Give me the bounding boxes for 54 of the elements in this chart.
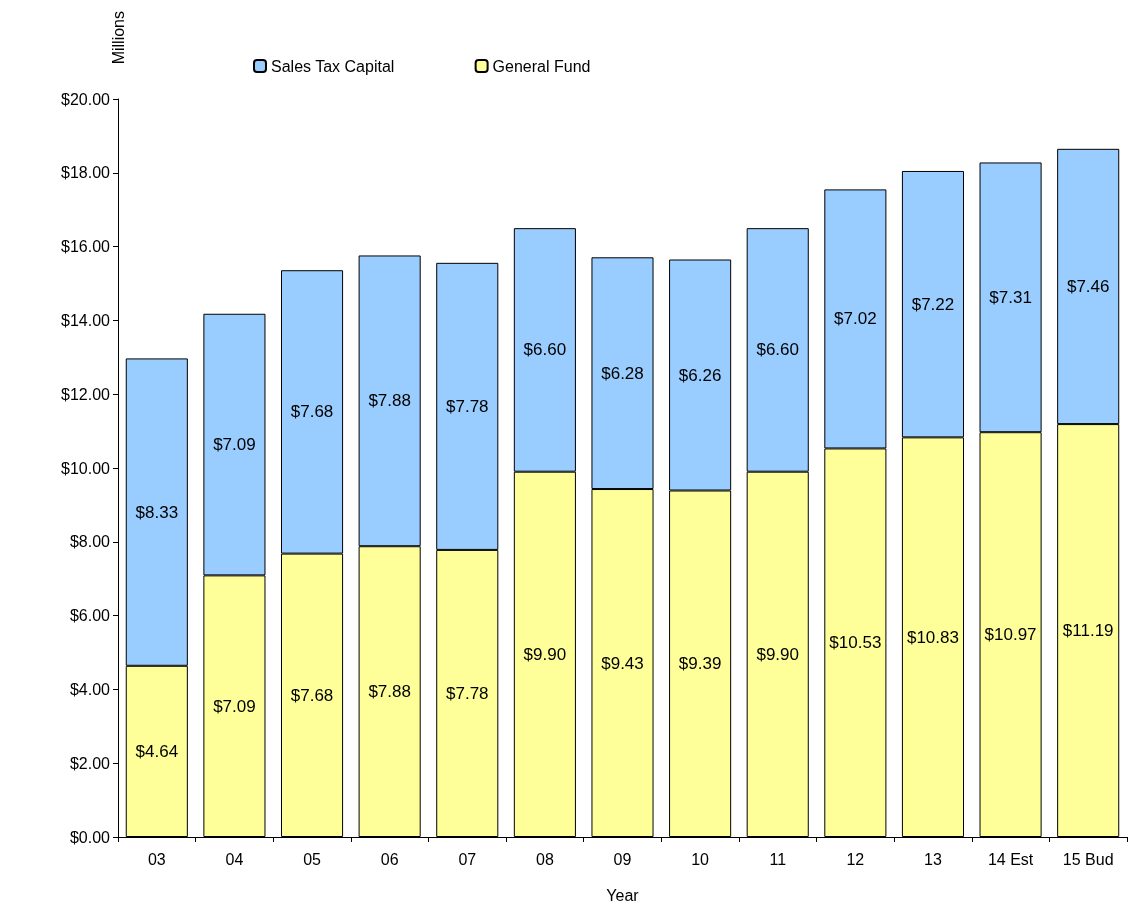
y-tick-label: $14.00 (61, 311, 111, 329)
data-label: $7.02 (834, 309, 877, 329)
y-tick-label: $20.00 (61, 90, 111, 108)
data-label: $7.78 (446, 683, 489, 703)
y-tick-label: $18.00 (61, 164, 111, 182)
y-tick-label: $12.00 (61, 385, 111, 403)
data-label: $9.43 (601, 653, 644, 673)
data-label: $7.46 (1066, 276, 1110, 296)
y-tick-label: $10.00 (61, 459, 111, 477)
legend-label: General Fund (492, 57, 591, 75)
x-tick-label: 15 Bud (1062, 850, 1114, 868)
data-label: $7.88 (368, 682, 411, 702)
data-label: $6.60 (523, 340, 567, 360)
x-tick-label: 09 (613, 850, 632, 868)
data-label: $7.68 (290, 685, 334, 705)
data-label: $7.78 (446, 396, 489, 416)
data-label: $7.31 (989, 287, 1032, 307)
data-label: $4.64 (135, 741, 179, 761)
data-label: $11.19 (1062, 621, 1114, 641)
data-label: $8.33 (135, 502, 179, 522)
data-label: $6.60 (756, 340, 799, 360)
data-label: $9.90 (756, 644, 799, 664)
x-tick-label: 06 (380, 850, 399, 868)
legend-label: Sales Tax Capital (271, 57, 395, 75)
y-axis-title: Millions (109, 11, 127, 65)
x-tick-label: 03 (147, 850, 166, 868)
y-tick-label: $0.00 (69, 828, 111, 846)
data-label: $6.26 (678, 365, 722, 385)
y-tick-label: $16.00 (61, 238, 111, 256)
data-label: $10.97 (984, 625, 1037, 645)
x-tick-label: 12 (846, 850, 865, 868)
data-label: $9.90 (523, 644, 567, 664)
y-tick-label: $6.00 (69, 607, 111, 625)
data-label: $7.68 (290, 402, 334, 422)
x-tick-label: 07 (458, 850, 477, 868)
x-tick-label: 10 (691, 850, 710, 868)
data-label: $7.88 (368, 391, 411, 411)
x-axis-title: Year (606, 886, 640, 904)
x-tick-label: 08 (535, 850, 554, 868)
data-label: $6.28 (601, 363, 644, 383)
x-tick-label: 05 (303, 850, 322, 868)
y-tick-label: $4.00 (69, 680, 111, 698)
y-tick-label: $8.00 (69, 533, 111, 551)
data-label: $10.83 (906, 627, 959, 647)
data-label: $10.53 (829, 633, 882, 653)
x-tick-label: 11 (769, 850, 787, 868)
y-tick-label: $2.00 (69, 754, 111, 772)
data-label: $7.22 (911, 294, 955, 314)
data-label: $7.09 (213, 435, 256, 455)
x-tick-label: 13 (924, 850, 942, 868)
x-tick-label: 04 (225, 850, 244, 868)
x-tick-label: 14 Est (987, 850, 1034, 868)
data-label: $7.09 (213, 696, 256, 716)
data-label: $9.39 (678, 654, 722, 674)
